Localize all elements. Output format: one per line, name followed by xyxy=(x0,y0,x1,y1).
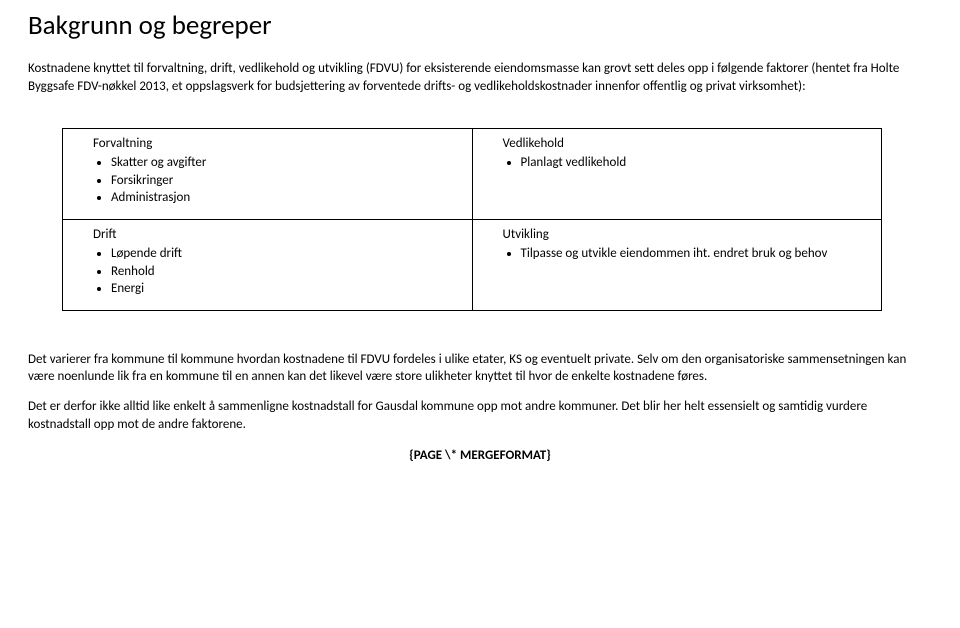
cell-drift: Drift Løpende drift Renhold Energi xyxy=(63,219,473,310)
cell-item-list: Tilpasse og utvikle eiendommen iht. endr… xyxy=(481,245,874,263)
cell-forvaltning: Forvaltning Skatter og avgifter Forsikri… xyxy=(63,128,473,219)
list-item: Planlagt vedlikehold xyxy=(521,154,874,172)
page-footer-field: {PAGE \* MERGEFORMAT} xyxy=(28,447,932,465)
list-item: Renhold xyxy=(111,263,464,281)
cell-utvikling: Utvikling Tilpasse og utvikle eiendommen… xyxy=(472,219,882,310)
fdvu-table: Forvaltning Skatter og avgifter Forsikri… xyxy=(62,128,882,311)
list-item: Skatter og avgifter xyxy=(111,154,464,172)
cell-heading: Vedlikehold xyxy=(503,135,874,153)
list-item: Tilpasse og utvikle eiendommen iht. endr… xyxy=(521,245,874,263)
document-page: Bakgrunn og begreper Kostnadene knyttet … xyxy=(0,0,960,465)
cell-heading: Forvaltning xyxy=(93,135,464,153)
cell-heading: Utvikling xyxy=(503,226,874,244)
intro-paragraph: Kostnadene knyttet til forvaltning, drif… xyxy=(28,60,928,95)
cell-item-list: Planlagt vedlikehold xyxy=(481,154,874,172)
cell-heading: Drift xyxy=(93,226,464,244)
page-title: Bakgrunn og begreper xyxy=(28,8,932,44)
cell-vedlikehold: Vedlikehold Planlagt vedlikehold xyxy=(472,128,882,219)
cell-item-list: Løpende drift Renhold Energi xyxy=(71,245,464,298)
body-paragraph-1: Det varierer fra kommune til kommune hvo… xyxy=(28,351,932,386)
list-item: Løpende drift xyxy=(111,245,464,263)
list-item: Forsikringer xyxy=(111,172,464,190)
list-item: Administrasjon xyxy=(111,189,464,207)
cell-item-list: Skatter og avgifter Forsikringer Adminis… xyxy=(71,154,464,207)
list-item: Energi xyxy=(111,280,464,298)
body-paragraph-2: Det er derfor ikke alltid like enkelt å … xyxy=(28,398,932,433)
